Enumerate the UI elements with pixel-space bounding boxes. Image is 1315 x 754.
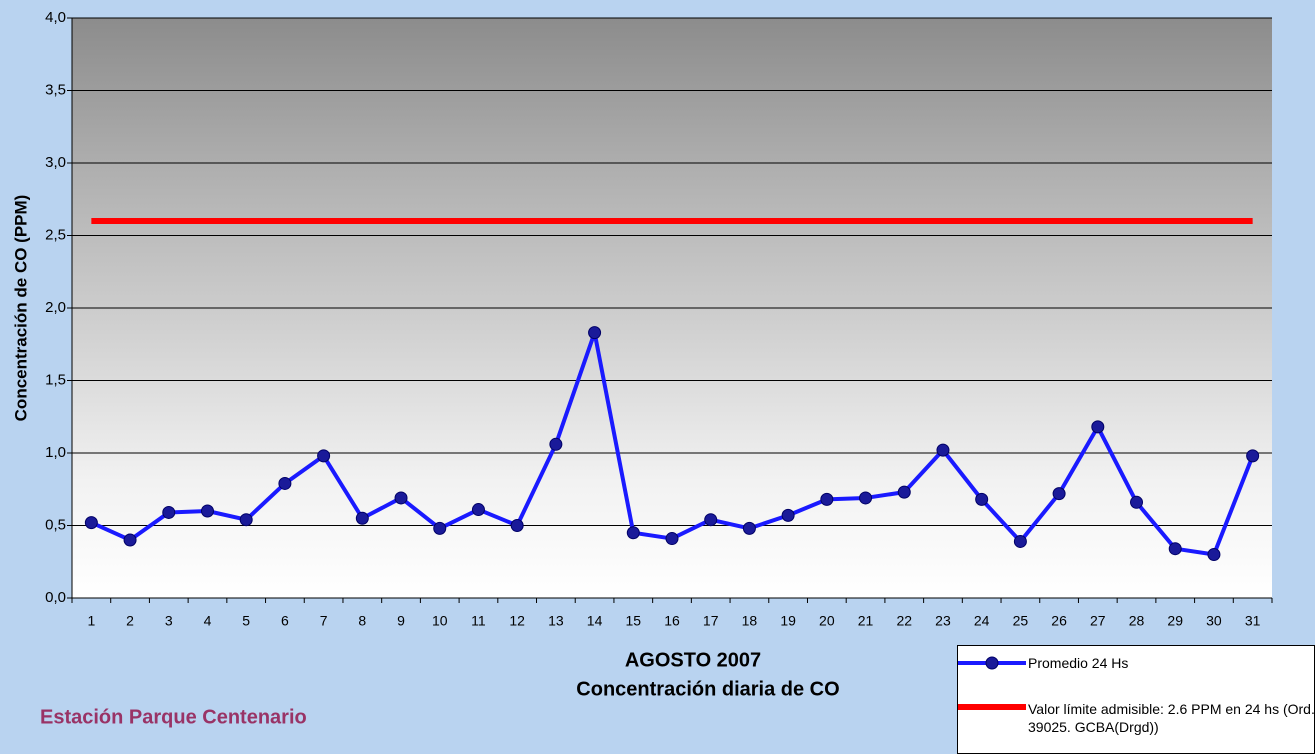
legend-marker xyxy=(986,657,998,669)
x-tick-label: 20 xyxy=(819,613,835,629)
x-tick-label: 2 xyxy=(126,613,134,629)
chart-subtitle: Concentración diaria de CO xyxy=(576,678,839,700)
x-tick-label: 17 xyxy=(703,613,719,629)
data-point xyxy=(666,533,678,545)
x-tick-label: 27 xyxy=(1090,613,1106,629)
data-point xyxy=(240,514,252,526)
chart: AGOSTO 2007 Concentración diaria de CO E… xyxy=(0,0,1315,754)
data-point xyxy=(1208,549,1220,561)
x-tick-label: 6 xyxy=(281,613,289,629)
x-tick-label: 11 xyxy=(471,613,486,629)
data-point xyxy=(782,509,794,521)
data-point xyxy=(976,493,988,505)
data-point xyxy=(1053,488,1065,500)
station-label: Estación Parque Centenario xyxy=(40,706,307,728)
data-point xyxy=(627,527,639,539)
x-tick-label: 28 xyxy=(1129,613,1145,629)
x-tick-label: 1 xyxy=(87,613,95,629)
y-tick-label: 0,0 xyxy=(45,589,66,606)
data-point xyxy=(163,506,175,518)
page: AGOSTO 2007 Concentración diaria de CO E… xyxy=(0,0,1315,754)
x-tick-label: 25 xyxy=(1013,613,1029,629)
y-tick-label: 3,0 xyxy=(45,154,66,171)
x-tick-label: 24 xyxy=(974,613,990,629)
x-tick-label: 9 xyxy=(397,613,405,629)
x-tick-label: 15 xyxy=(626,613,642,629)
x-tick-label: 22 xyxy=(896,613,912,629)
data-point xyxy=(1014,535,1026,547)
data-point xyxy=(1169,543,1181,555)
data-point xyxy=(85,517,97,529)
y-tick-label: 1,5 xyxy=(45,371,66,388)
data-point xyxy=(472,504,484,516)
data-point xyxy=(1131,496,1143,508)
y-tick-label: 0,5 xyxy=(45,516,66,533)
legend: Promedio 24 Hs Valor límite admisible: 2… xyxy=(957,645,1315,754)
x-tick-label: 29 xyxy=(1167,613,1183,629)
x-tick-label: 18 xyxy=(742,613,758,629)
legend-label: Promedio 24 Hs xyxy=(1028,654,1315,672)
x-tick-label: 12 xyxy=(509,613,525,629)
data-point xyxy=(356,512,368,524)
x-tick-label: 3 xyxy=(165,613,173,629)
data-point xyxy=(318,450,330,462)
x-tick-label: 26 xyxy=(1051,613,1067,629)
data-point xyxy=(550,438,562,450)
y-tick-label: 4,0 xyxy=(45,9,66,26)
data-point xyxy=(937,444,949,456)
data-point xyxy=(201,505,213,517)
x-tick-label: 19 xyxy=(780,613,796,629)
data-point xyxy=(1092,421,1104,433)
x-tick-label: 30 xyxy=(1206,613,1222,629)
data-point xyxy=(898,486,910,498)
data-point xyxy=(743,522,755,534)
chart-title: AGOSTO 2007 xyxy=(625,649,761,671)
x-tick-label: 7 xyxy=(320,613,328,629)
data-point xyxy=(124,534,136,546)
x-tick-label: 13 xyxy=(548,613,564,629)
data-point xyxy=(395,492,407,504)
x-tick-label: 31 xyxy=(1245,613,1261,629)
legend-markers xyxy=(958,646,1028,746)
x-tick-label: 23 xyxy=(935,613,951,629)
data-point xyxy=(705,514,717,526)
data-point xyxy=(434,522,446,534)
data-point xyxy=(511,520,523,532)
x-tick-label: 21 xyxy=(858,613,874,629)
data-point xyxy=(821,493,833,505)
y-tick-label: 1,0 xyxy=(45,444,66,461)
x-tick-label: 16 xyxy=(664,613,680,629)
legend-label: Valor límite admisible: 2.6 PPM en 24 hs… xyxy=(1028,700,1315,736)
data-point xyxy=(1247,450,1259,462)
data-point xyxy=(589,327,601,339)
y-tick-label: 2,5 xyxy=(45,226,66,243)
x-tick-label: 10 xyxy=(432,613,448,629)
y-axis-label: Concentración de CO (PPM) xyxy=(11,195,30,422)
x-tick-label: 14 xyxy=(587,613,603,629)
x-tick-label: 5 xyxy=(242,613,250,629)
data-point xyxy=(279,477,291,489)
x-tick-label: 8 xyxy=(358,613,366,629)
y-tick-label: 3,5 xyxy=(45,81,66,98)
y-tick-label: 2,0 xyxy=(45,299,66,316)
data-point xyxy=(860,492,872,504)
x-tick-label: 4 xyxy=(204,613,212,629)
